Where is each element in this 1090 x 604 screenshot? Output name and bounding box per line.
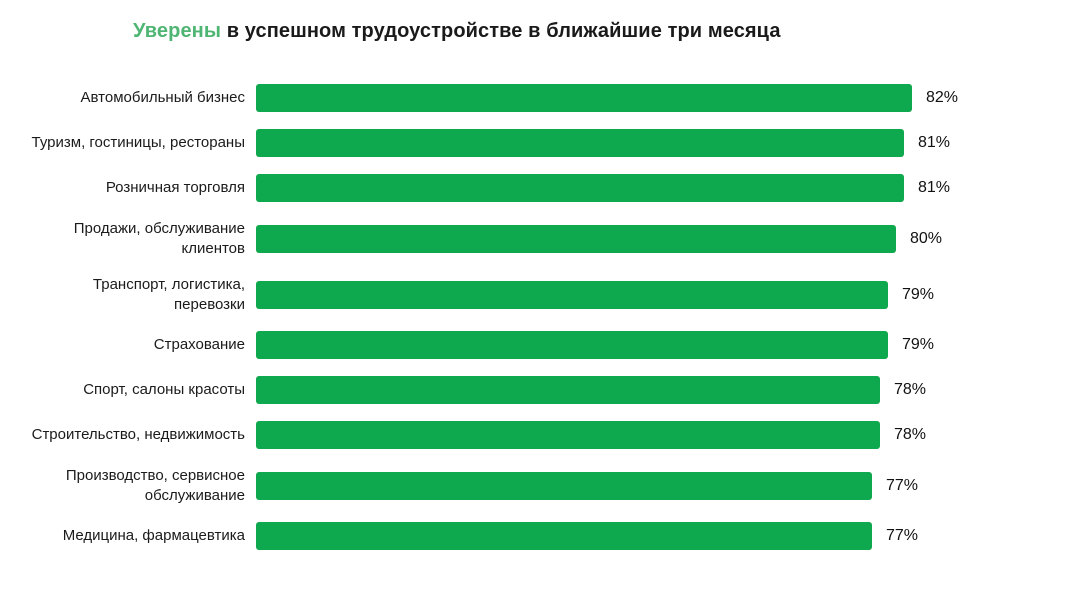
bar — [256, 84, 912, 112]
bar — [256, 174, 904, 202]
chart-row: Медицина, фармацевтика 77% — [30, 522, 1070, 550]
chart-row: Спорт, салоны красоты 78% — [30, 376, 1070, 404]
value-label: 79% — [902, 285, 935, 303]
chart-row: Производство, сервисное обслуживание 77% — [30, 466, 1070, 505]
chart-row: Розничная торговля 81% — [30, 174, 1070, 202]
category-label: Розничная торговля — [105, 179, 245, 197]
bar — [256, 331, 888, 359]
chart-title-rest: в успешном трудоустройстве в ближайшие т… — [221, 20, 781, 42]
chart-title: Уверены в успешном трудоустройстве в бли… — [133, 20, 781, 43]
value-label: 82% — [926, 89, 959, 106]
value-label: 78% — [894, 381, 927, 398]
value-label: 81% — [918, 179, 951, 196]
chart-row: Строительство, недвижимость 78% — [30, 421, 1070, 449]
category-label: Медицина, фармацевтика — [62, 527, 245, 545]
category-label: Автомобильный бизнес — [80, 89, 245, 107]
chart-row: Автомобильный бизнес 82% — [30, 84, 1070, 112]
category-label: Продажи, обслуживание клиентов — [73, 220, 245, 257]
value-label: 79% — [902, 336, 935, 353]
chart-rows: Автомобильный бизнес 82% Туризм, гостини… — [30, 84, 1070, 567]
value-label: 81% — [918, 134, 951, 151]
chart-row: Страхование 79% — [30, 331, 1070, 359]
chart-row: Туризм, гостиницы, рестораны 81% — [30, 129, 1070, 157]
category-label: Производство, сервисное обслуживание — [65, 467, 245, 504]
bar — [256, 224, 896, 253]
chart-row: Продажи, обслуживание клиентов 80% — [30, 219, 1070, 258]
bar — [256, 421, 880, 449]
value-label: 78% — [894, 426, 927, 443]
bar — [256, 280, 888, 309]
chart-row: Транспорт, логистика, перевозки 79% — [30, 275, 1070, 314]
chart-title-highlight: Уверены — [133, 20, 222, 42]
category-label: Спорт, салоны красоты — [83, 381, 245, 399]
category-label: Туризм, гостиницы, рестораны — [31, 134, 245, 152]
category-label: Строительство, недвижимость — [31, 426, 245, 444]
bar — [256, 376, 880, 404]
category-label: Страхование — [153, 336, 245, 354]
bar — [256, 471, 872, 500]
bar — [256, 522, 872, 550]
value-label: 77% — [886, 476, 919, 494]
bar — [256, 129, 904, 157]
value-label: 77% — [886, 527, 919, 544]
value-label: 80% — [910, 229, 943, 247]
category-label: Транспорт, логистика, перевозки — [92, 276, 245, 313]
